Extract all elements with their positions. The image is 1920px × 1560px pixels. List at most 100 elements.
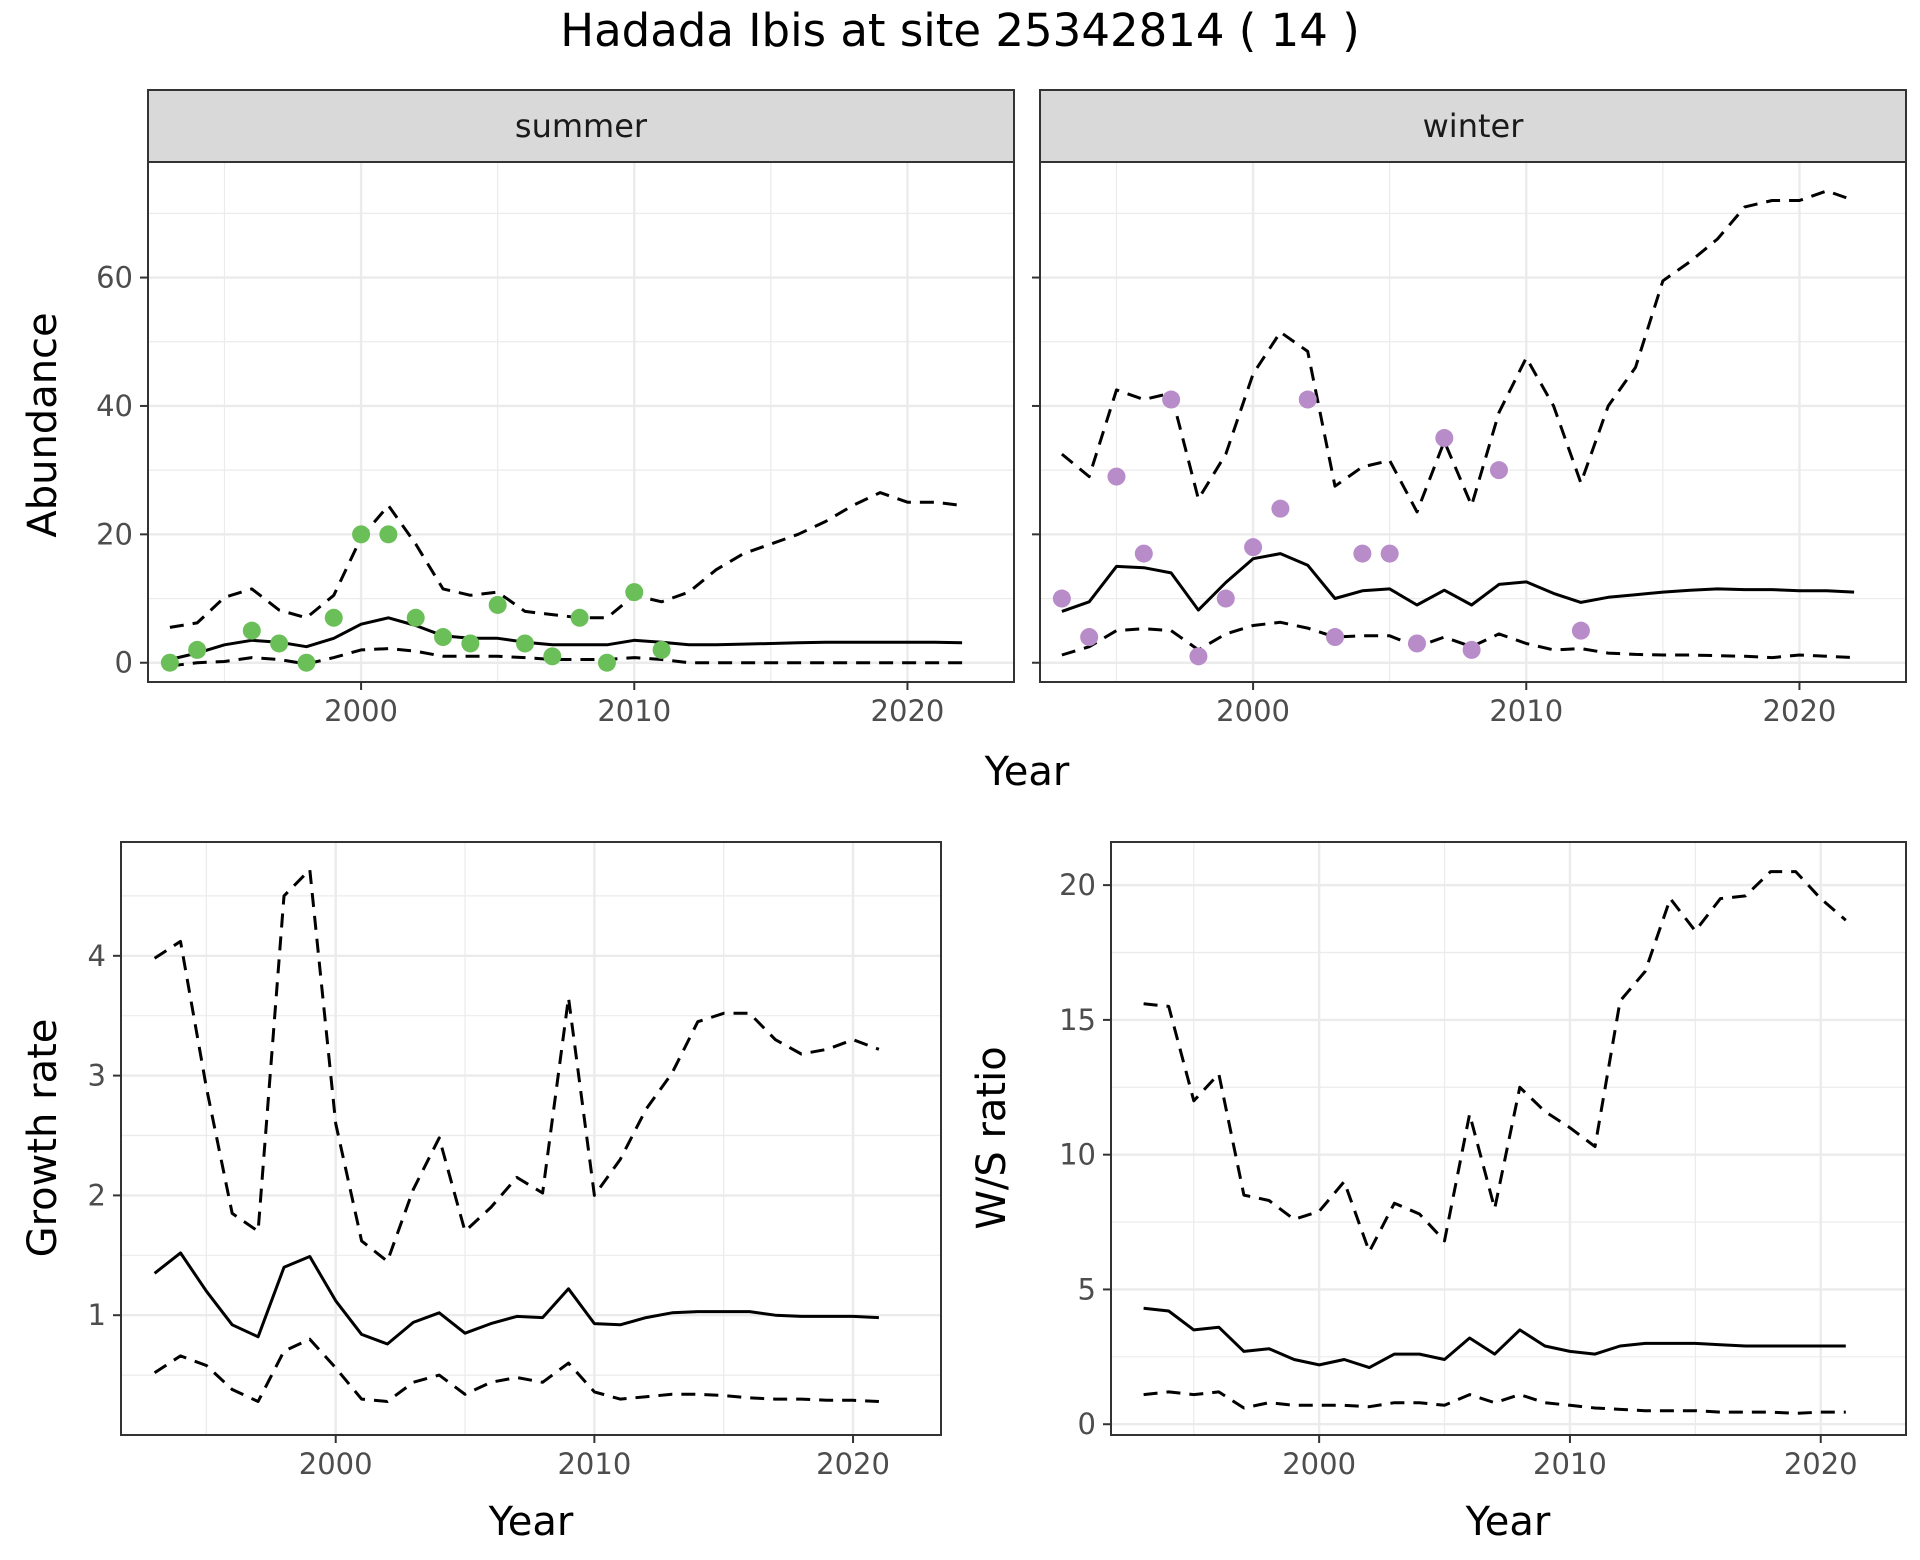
x-tick-label: 2010: [557, 1447, 631, 1481]
x-tick-label: 2020: [1763, 694, 1837, 728]
x-tick-label: 2020: [816, 1447, 890, 1481]
data-point: [1353, 544, 1372, 563]
plot-area-ws-ratio: 2000 2010 2020 0 5 10 15 20: [1059, 841, 1907, 1481]
y-tick-label: 2: [88, 1178, 106, 1212]
series-line-estimate: [153, 1251, 879, 1346]
plot-background: [148, 162, 1014, 682]
page-title: Hadada Ibis at site 25342814 ( 14 ): [560, 4, 1360, 57]
y-axis-label-growth-rate: Growth rate: [20, 1019, 66, 1258]
panel-abundance-summer: summer 2000 2010 2020 0 20 40 60 Abundance: [20, 89, 1015, 728]
data-point: [543, 647, 562, 666]
y-tick-label: 20: [96, 517, 133, 551]
data-point: [652, 640, 671, 659]
data-point: [1244, 538, 1263, 557]
panel-abundance-winter: winter 2000 2010 2020: [1032, 89, 1907, 728]
data-point: [1489, 461, 1508, 480]
data-point: [1380, 544, 1399, 563]
data-point: [488, 595, 507, 614]
series-line-bound: [169, 491, 963, 629]
series-line-bound: [153, 1337, 879, 1403]
y-tick-label: 1: [88, 1298, 106, 1332]
data-point: [352, 525, 371, 544]
y-tick-label: 0: [1078, 1407, 1096, 1441]
data-point: [1462, 640, 1481, 659]
data-point: [597, 653, 616, 672]
data-point: [297, 653, 316, 672]
panel-ws-ratio: 2000 2010 2020 0 5 10 15 20 W/S ratio Year: [969, 841, 1907, 1545]
data-point: [1326, 628, 1345, 647]
plot-area-growth-rate: 2000 2010 2020 1 2 3 4: [88, 841, 942, 1481]
panel-border: [1110, 841, 1907, 1436]
plot-area-summer: 2000 2010 2020 0 20 40 60: [96, 161, 1015, 728]
data-point: [1298, 390, 1317, 409]
series-line-estimate: [1061, 552, 1855, 613]
data-point: [1107, 467, 1126, 486]
x-tick-label: 2000: [324, 694, 398, 728]
y-tick-label: 3: [88, 1059, 106, 1093]
y-tick-label: 20: [1059, 868, 1096, 902]
data-point: [1080, 628, 1099, 647]
data-point: [188, 640, 207, 659]
y-tick-label: 40: [96, 389, 133, 423]
x-tick-label: 2010: [1489, 694, 1563, 728]
x-tick-label: 2000: [299, 1447, 373, 1481]
x-axis-label-ws-ratio: Year: [1465, 1499, 1551, 1545]
series-line-bound: [1143, 870, 1847, 1254]
data-point: [270, 634, 289, 653]
y-tick-label: 4: [88, 939, 106, 973]
y-tick-label: 15: [1059, 1003, 1096, 1037]
y-tick-label: 0: [115, 646, 133, 680]
series-line-bound: [1143, 1390, 1846, 1415]
x-tick-label: 2020: [871, 694, 945, 728]
y-axis-label-ws-ratio: W/S ratio: [969, 1046, 1015, 1229]
data-point: [1271, 499, 1290, 518]
series-line-bound: [1061, 620, 1855, 660]
data-point: [570, 608, 589, 627]
data-point: [324, 608, 343, 627]
panel-growth-rate: 2000 2010 2020 1 2 3 4 Growth rate Year: [20, 841, 942, 1545]
panel-border: [1039, 161, 1907, 683]
data-point: [515, 634, 534, 653]
data-point: [461, 634, 480, 653]
strip-label-winter: winter: [1423, 107, 1525, 145]
data-point: [379, 525, 398, 544]
data-point: [160, 653, 179, 672]
x-axis-label-growth-rate: Year: [488, 1499, 574, 1545]
x-tick-label: 2000: [1216, 694, 1290, 728]
x-tick-label: 2010: [597, 694, 671, 728]
y-tick-label: 10: [1059, 1138, 1096, 1172]
data-point: [1134, 544, 1153, 563]
panel-border: [147, 161, 1015, 683]
data-point: [625, 583, 644, 602]
data-point: [1407, 634, 1426, 653]
data-point: [1216, 589, 1235, 608]
data-point: [1571, 621, 1590, 640]
x-tick-label: 2020: [1784, 1447, 1858, 1481]
data-point: [406, 608, 425, 627]
strip-summer: [147, 89, 1015, 163]
data-point: [1189, 647, 1208, 666]
data-point: [434, 628, 453, 647]
data-point: [1052, 589, 1071, 608]
data-point: [1162, 390, 1181, 409]
series-line-bound: [153, 868, 880, 1263]
series-line-bound: [1060, 189, 1855, 514]
data-point: [1435, 429, 1454, 448]
y-tick-label: 60: [96, 261, 133, 295]
series-line-estimate: [1143, 1306, 1846, 1370]
y-axis-label-abundance: Abundance: [20, 312, 66, 537]
series-line-bound: [169, 647, 963, 668]
plot-area-winter: 2000 2010 2020: [1032, 161, 1907, 728]
data-point: [242, 621, 261, 640]
y-tick-label: 5: [1078, 1272, 1096, 1306]
x-tick-label: 2010: [1533, 1447, 1607, 1481]
plot-background: [1040, 162, 1906, 682]
series-line-estimate: [169, 616, 963, 661]
x-tick-label: 2000: [1282, 1447, 1356, 1481]
strip-winter: [1039, 89, 1907, 163]
strip-label-summer: summer: [515, 107, 648, 145]
panel-border: [120, 841, 942, 1436]
plot-background: [121, 842, 941, 1435]
x-axis-label-abundance: Year: [984, 749, 1070, 795]
